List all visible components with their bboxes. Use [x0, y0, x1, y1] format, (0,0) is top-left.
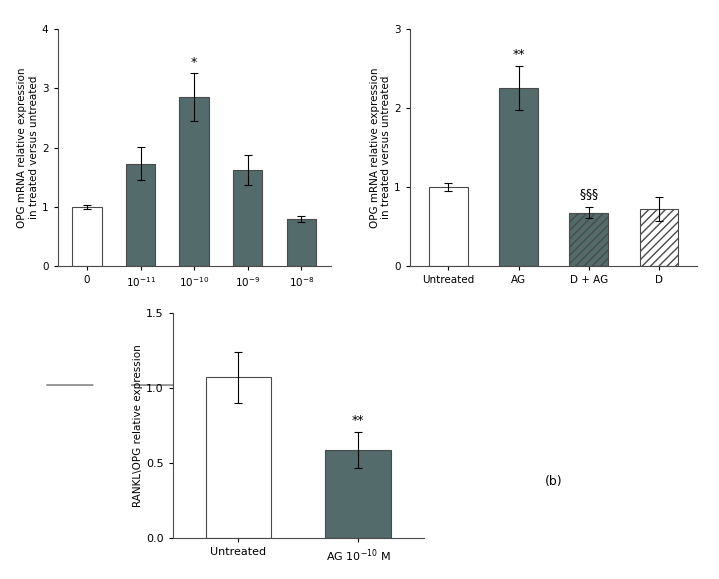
Text: **: ** — [513, 49, 525, 61]
Text: AG (M): AG (M) — [175, 413, 213, 423]
Y-axis label: OPG mRNA relative expression
in treated versus untreated: OPG mRNA relative expression in treated … — [17, 67, 39, 228]
Bar — [499, 89, 538, 266]
Text: $\S\S\S$: $\S\S\S$ — [579, 188, 599, 202]
Text: *: * — [191, 56, 197, 69]
Bar — [233, 170, 262, 266]
Bar — [429, 187, 467, 266]
Bar — [72, 207, 101, 266]
Bar — [287, 219, 316, 266]
Bar — [206, 378, 272, 538]
Y-axis label: OPG mRNA relative expression
in treated versus untreated: OPG mRNA relative expression in treated … — [370, 67, 391, 228]
Bar — [180, 97, 209, 266]
Text: (b): (b) — [545, 475, 562, 488]
Y-axis label: RANKL\OPG relative expression: RANKL\OPG relative expression — [133, 344, 143, 507]
Bar — [569, 212, 608, 266]
Bar — [640, 210, 678, 266]
Text: (a): (a) — [186, 475, 203, 488]
Text: **: ** — [352, 414, 365, 427]
Bar — [126, 164, 155, 266]
Bar — [325, 450, 391, 538]
